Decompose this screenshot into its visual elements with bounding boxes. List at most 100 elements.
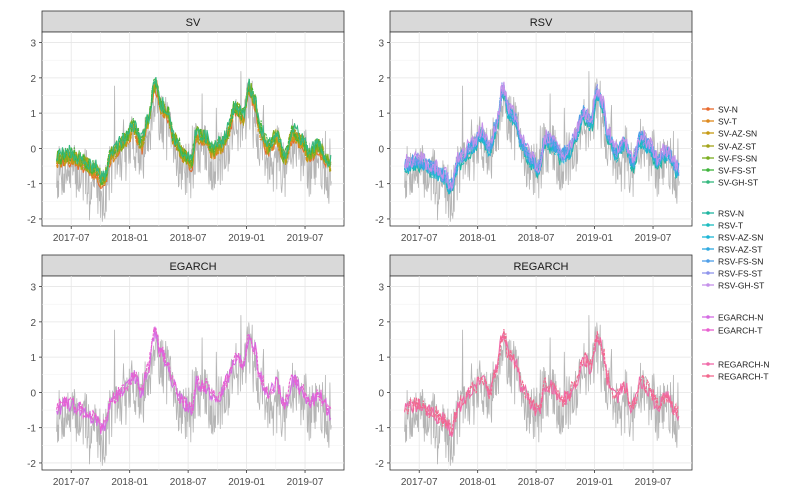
y-tick-label: 0: [30, 388, 36, 399]
x-tick-label: 2017-07: [401, 233, 438, 244]
series-line-realized: [404, 315, 680, 466]
x-tick-label: 2019-01: [228, 233, 265, 244]
legend-key-point: [706, 283, 710, 287]
legend-label: SV-N: [718, 105, 738, 115]
y-tick-label: 0: [378, 144, 384, 155]
legend-key-point: [706, 131, 710, 135]
legend-key-point: [706, 247, 710, 251]
panel-egarch: EGARCH -2 -1 0 1 2 3 2017-07 2018-01 2018-07 2019-…: [27, 254, 345, 488]
x-tick-label: 2017-07: [53, 233, 90, 244]
panel-title: RSV: [530, 17, 553, 29]
x-tick-label: 2019-01: [576, 233, 613, 244]
legend-key-point: [706, 259, 710, 263]
y-tick-label: -1: [375, 424, 384, 435]
x-tick-label: 2019-07: [287, 233, 324, 244]
legend-key-point: [706, 180, 710, 184]
series-line-rsv-gh-st: [404, 81, 680, 191]
panel-title: EGARCH: [169, 261, 216, 273]
panel-title: SV: [186, 17, 201, 29]
y-tick-label: -2: [27, 215, 36, 226]
series-line-regarch-n: [404, 333, 680, 438]
y-tick-label: 0: [30, 144, 36, 155]
legend-group-regarch: REGARCH-N REGARCH-T: [702, 360, 769, 382]
y-tick-label: 1: [30, 353, 36, 364]
legend-label: SV-AZ-ST: [718, 142, 756, 152]
x-tick-label: 2019-07: [287, 477, 324, 488]
x-tick-label: 2018-01: [111, 477, 148, 488]
y-tick-label: 1: [378, 109, 384, 120]
y-tick-label: 2: [378, 74, 384, 85]
x-tick-label: 2018-07: [170, 477, 207, 488]
x-tick-label: 2018-07: [170, 233, 207, 244]
y-tick-label: 2: [30, 318, 36, 329]
x-tick-label: 2017-07: [53, 477, 90, 488]
legend-label: SV-T: [718, 117, 737, 127]
y-tick-label: -1: [27, 180, 36, 191]
legend-key-point: [706, 328, 710, 332]
series-line-regarch-t: [404, 328, 679, 435]
legend-label: SV-AZ-SN: [718, 129, 757, 139]
y-tick-label: 3: [30, 283, 36, 294]
y-tick-label: 3: [378, 39, 384, 50]
legend-key-point: [706, 107, 710, 111]
x-tick-label: 2018-07: [518, 233, 555, 244]
x-tick-label: 2019-01: [576, 477, 613, 488]
legend-label: RSV-AZ-ST: [718, 245, 762, 255]
panel-rsv: RSV -2 -1 0 1 2 3 2017-07 2018-01 2018-07 2019-01 2…: [375, 10, 693, 244]
legend-label: EGARCH-N: [718, 313, 763, 323]
legend-label: EGARCH-T: [718, 326, 762, 336]
series-line-sv-gh-st: [56, 77, 332, 183]
y-tick-label: 3: [378, 283, 384, 294]
plot-area: [389, 31, 693, 227]
y-tick-label: -1: [27, 424, 36, 435]
legend-key-point: [706, 235, 710, 239]
legend-label: REGARCH-N: [718, 360, 769, 370]
legend-key-point: [706, 144, 710, 148]
legend-key-point: [706, 119, 710, 123]
y-tick-label: -2: [27, 459, 36, 470]
legend-label: SV-GH-ST: [718, 178, 758, 188]
legend-key-point: [706, 211, 710, 215]
panel-regarch: REGARCH -2 -1 0 1 2 3 2017-07 2018-01 2018-07 2019…: [375, 254, 693, 488]
y-tick-label: -2: [375, 459, 384, 470]
legend-label: RSV-FS-SN: [718, 257, 763, 267]
x-tick-label: 2017-07: [401, 477, 438, 488]
panel-title: REGARCH: [513, 261, 568, 273]
legend-label: RSV-N: [718, 209, 744, 219]
y-tick-label: 2: [378, 318, 384, 329]
legend-group-egarch: EGARCH-N EGARCH-T: [702, 313, 763, 336]
legend-label: RSV-T: [718, 221, 743, 231]
legend-key-point: [706, 271, 710, 275]
legend-key-point: [706, 374, 710, 378]
legend-label: RSV-GH-ST: [718, 281, 764, 291]
series-line-sv-fs-st: [56, 78, 332, 186]
legend-key-point: [706, 168, 710, 172]
legend-label: SV-FS-SN: [718, 154, 757, 164]
legend-label: SV-FS-ST: [718, 166, 756, 176]
plot-area: [41, 275, 345, 471]
legend-group-sv: SV-N SV-T SV-AZ-SN SV-AZ-ST SV-FS-SN SV-FS-ST…: [702, 105, 758, 188]
x-tick-label: 2019-01: [228, 477, 265, 488]
plot-area: [389, 275, 693, 471]
legend-key-point: [706, 223, 710, 227]
x-tick-label: 2019-07: [635, 477, 672, 488]
x-tick-label: 2019-07: [635, 233, 672, 244]
legend-label: RSV-FS-ST: [718, 269, 762, 279]
x-tick-label: 2018-01: [111, 233, 148, 244]
y-tick-label: -2: [375, 215, 384, 226]
y-tick-label: 1: [30, 109, 36, 120]
legend-key-point: [706, 362, 710, 366]
x-tick-label: 2018-01: [459, 477, 496, 488]
y-tick-label: 0: [378, 388, 384, 399]
panel-sv: SV -2 -1 0 1 2 3 2017-07 2018-01 2018-07 2019-01 20…: [27, 10, 345, 244]
legend-key-point: [706, 156, 710, 160]
legend-label: REGARCH-T: [718, 372, 769, 382]
y-tick-label: 1: [378, 353, 384, 364]
legend-group-rsv: RSV-N RSV-T RSV-AZ-SN RSV-AZ-ST RSV-FS-SN RSV…: [702, 209, 764, 291]
series-line-egarch-t: [56, 327, 332, 434]
legend-label: RSV-AZ-SN: [718, 233, 763, 243]
y-tick-label: 3: [30, 39, 36, 50]
x-tick-label: 2018-07: [518, 477, 555, 488]
x-tick-label: 2018-01: [459, 233, 496, 244]
